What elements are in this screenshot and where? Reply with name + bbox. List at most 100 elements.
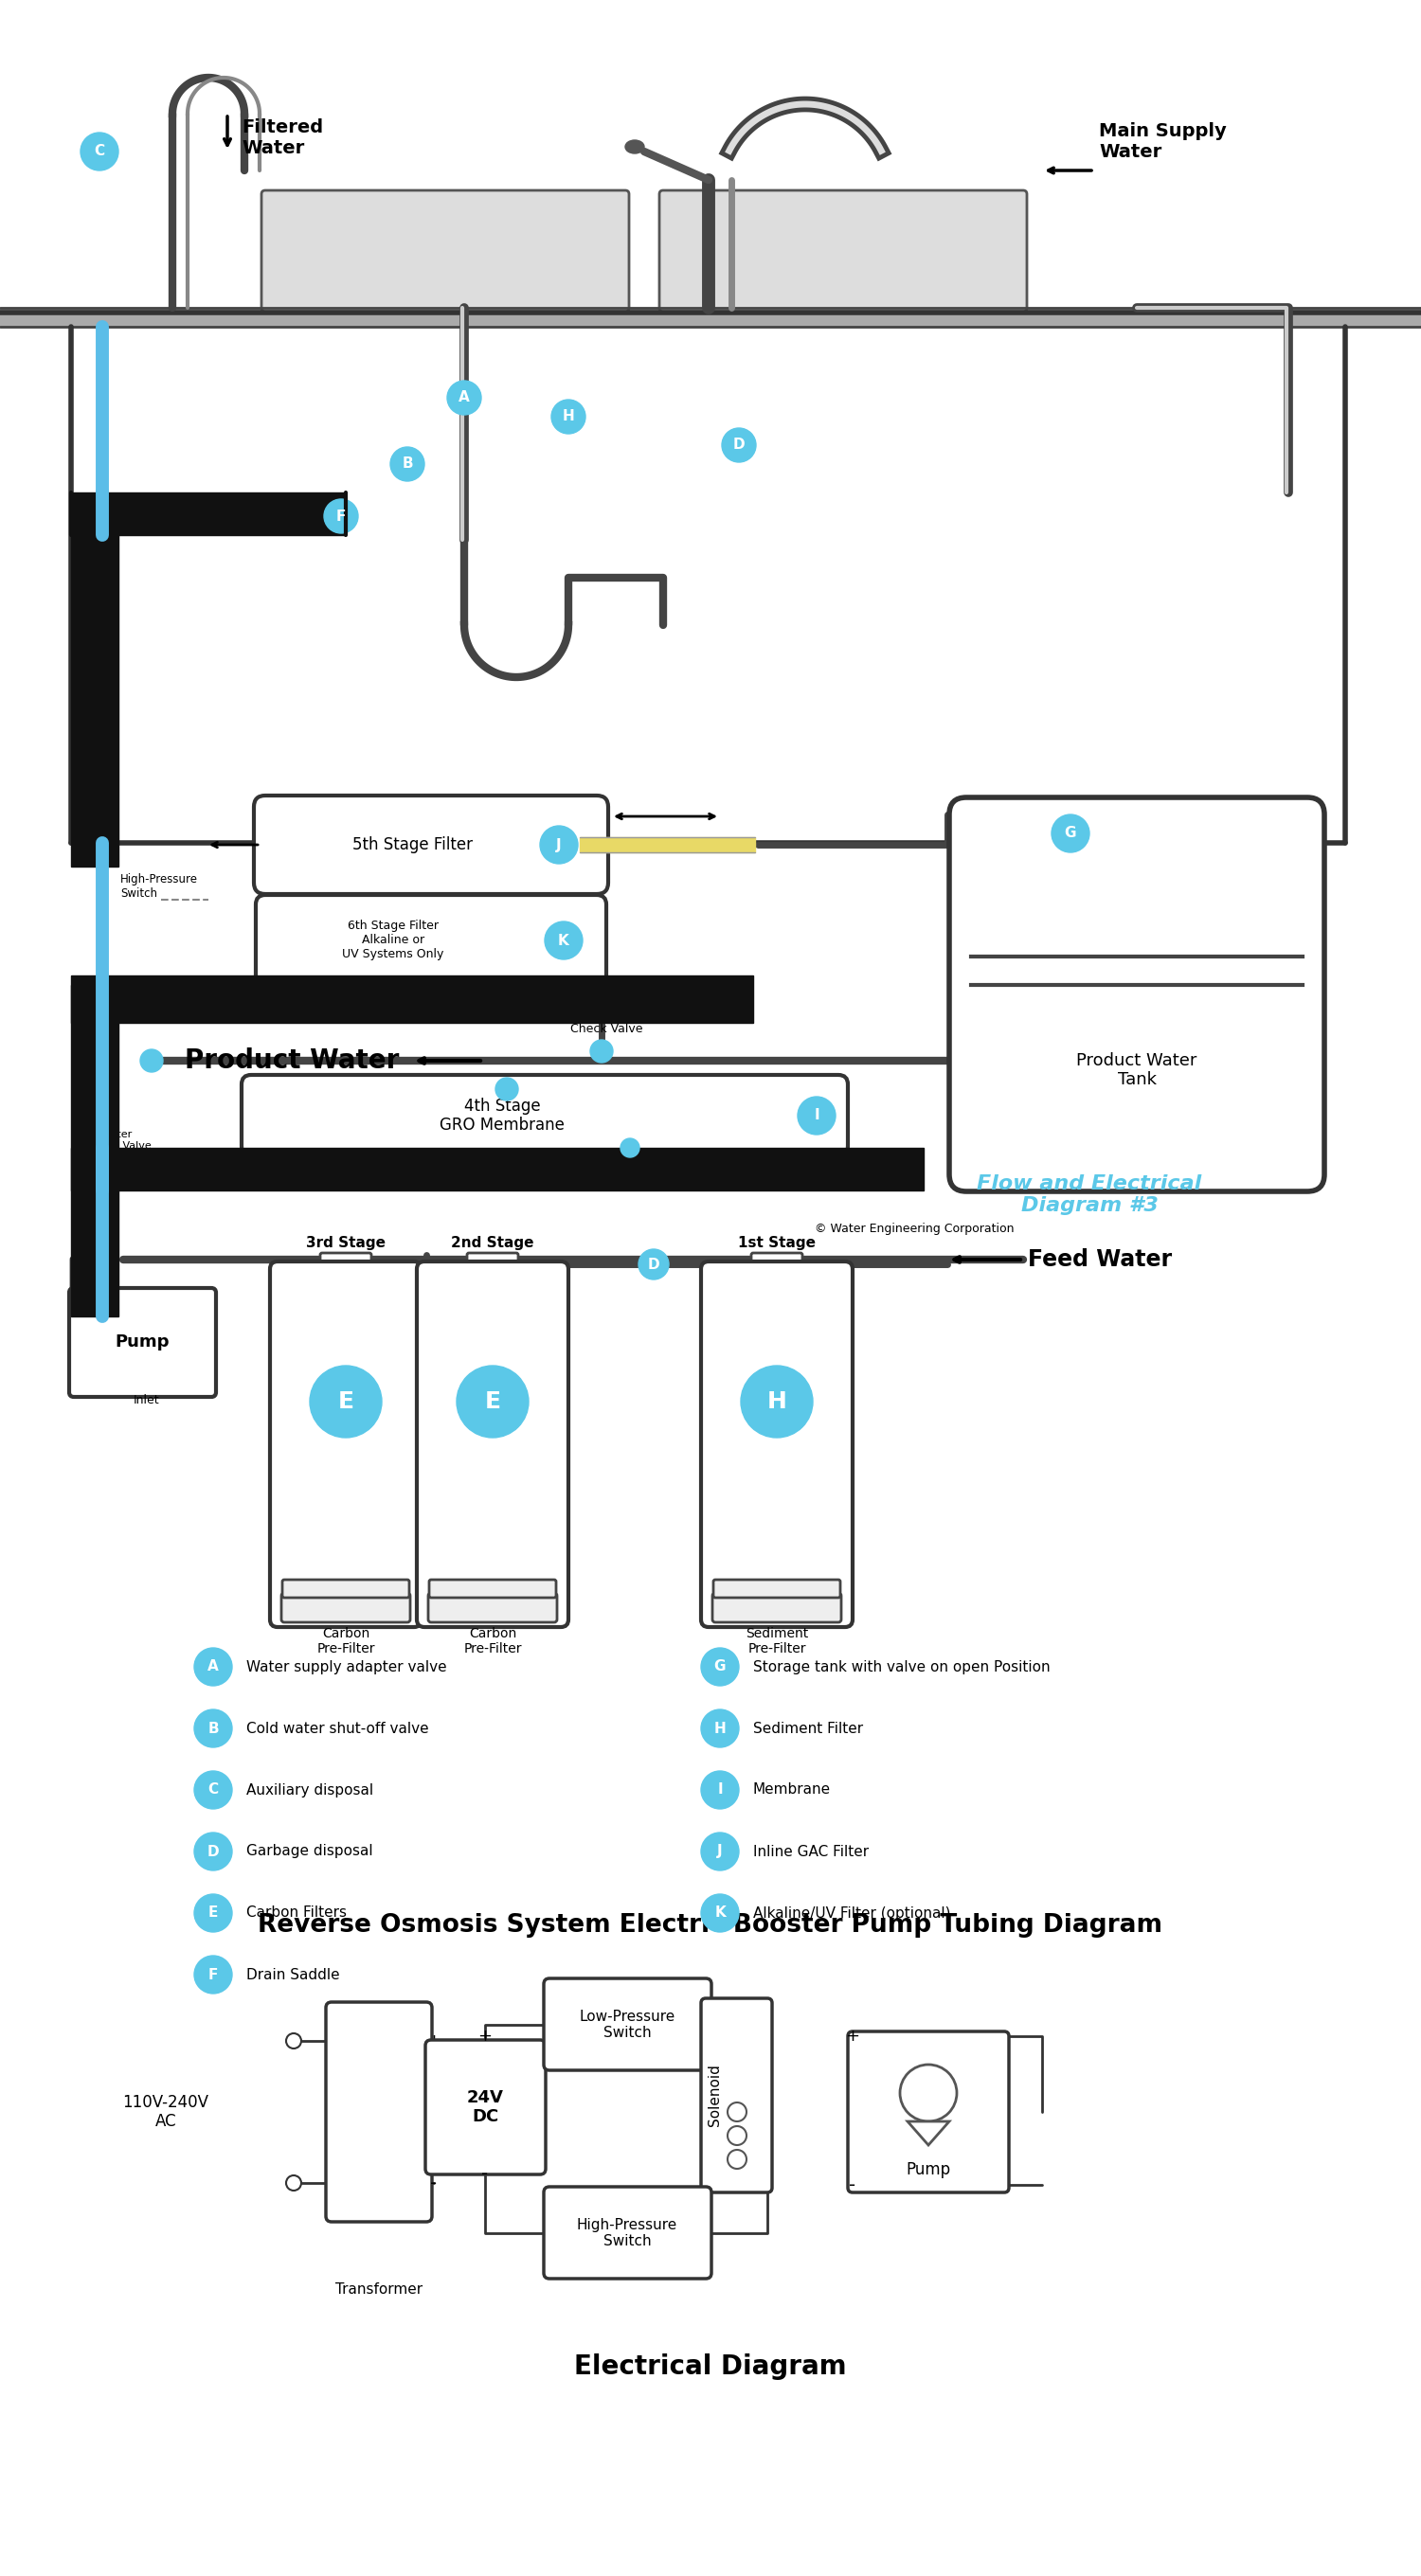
Text: Drain Saddle: Drain Saddle <box>246 1968 340 1981</box>
Ellipse shape <box>286 2032 301 2048</box>
Circle shape <box>286 2174 301 2190</box>
Text: +: + <box>426 2032 441 2050</box>
Text: A: A <box>459 392 470 404</box>
Text: H: H <box>563 410 574 425</box>
FancyBboxPatch shape <box>848 2032 1009 2192</box>
Text: Sediment Filter: Sediment Filter <box>753 1721 863 1736</box>
Text: 6th Stage Filter
Alkaline or
UV Systems Only: 6th Stage Filter Alkaline or UV Systems … <box>342 920 443 961</box>
Text: H: H <box>713 1721 726 1736</box>
FancyBboxPatch shape <box>270 1262 422 1628</box>
Text: Feed Water: Feed Water <box>1027 1249 1172 1270</box>
Text: A: A <box>207 1659 219 1674</box>
Text: Check Valve: Check Valve <box>570 1023 642 1036</box>
Text: -: - <box>431 2174 438 2192</box>
Text: Low-Pressure
Switch: Low-Pressure Switch <box>593 1164 666 1190</box>
FancyBboxPatch shape <box>242 1074 848 1157</box>
Bar <box>580 837 755 853</box>
Text: J: J <box>718 1844 723 1860</box>
Ellipse shape <box>638 1249 669 1280</box>
Text: High-Pressure
Switch: High-Pressure Switch <box>577 2218 678 2249</box>
Text: I: I <box>814 1108 820 1123</box>
Ellipse shape <box>310 1365 382 1437</box>
Text: -: - <box>482 2164 489 2182</box>
Text: Product Water
Tank: Product Water Tank <box>1077 1051 1196 1090</box>
Text: High-Pressure
Switch: High-Pressure Switch <box>121 873 198 899</box>
Ellipse shape <box>448 381 482 415</box>
Text: -: - <box>850 2177 855 2195</box>
Ellipse shape <box>621 1139 639 1157</box>
Polygon shape <box>908 2123 949 2146</box>
Text: B: B <box>207 1721 219 1736</box>
Ellipse shape <box>540 827 578 863</box>
Text: Flow Restrictor: Flow Restrictor <box>463 1110 551 1123</box>
Circle shape <box>728 2125 746 2146</box>
Ellipse shape <box>195 1772 232 1808</box>
FancyBboxPatch shape <box>428 1592 557 1623</box>
Bar <box>71 976 753 1023</box>
Text: Inlet: Inlet <box>134 1394 161 1406</box>
FancyBboxPatch shape <box>425 2040 546 2174</box>
FancyBboxPatch shape <box>71 1257 105 1319</box>
Text: J: J <box>556 837 561 853</box>
Text: Carbon
Pre-Filter: Carbon Pre-Filter <box>317 1628 375 1656</box>
Ellipse shape <box>456 1365 529 1437</box>
FancyBboxPatch shape <box>256 894 607 984</box>
Text: Water supply adapter valve: Water supply adapter valve <box>246 1659 446 1674</box>
Text: 1st Stage: 1st Stage <box>737 1236 816 1249</box>
Text: 24V
DC: 24V DC <box>466 2089 503 2125</box>
FancyBboxPatch shape <box>416 1262 568 1628</box>
FancyBboxPatch shape <box>544 1978 712 2071</box>
Bar <box>71 515 118 866</box>
Text: Pump: Pump <box>907 2161 951 2179</box>
Text: D: D <box>733 438 745 453</box>
Text: Sediment
Pre-Filter: Sediment Pre-Filter <box>746 1628 809 1656</box>
Text: K: K <box>715 1906 726 1919</box>
FancyBboxPatch shape <box>659 191 1027 312</box>
Ellipse shape <box>195 1955 232 1994</box>
Text: 4th Stage
GRO Membrane: 4th Stage GRO Membrane <box>439 1097 564 1133</box>
Text: K: K <box>558 933 570 948</box>
FancyBboxPatch shape <box>283 1579 409 1597</box>
Text: Transformer: Transformer <box>335 2282 422 2298</box>
Text: E: E <box>485 1391 500 1414</box>
FancyBboxPatch shape <box>429 1579 556 1597</box>
Text: Pump: Pump <box>115 1334 169 1350</box>
Ellipse shape <box>141 1048 163 1072</box>
Ellipse shape <box>1052 814 1090 853</box>
Text: F: F <box>209 1968 217 1981</box>
Text: C: C <box>207 1783 219 1798</box>
Text: Flow and Electrical
Diagram #3: Flow and Electrical Diagram #3 <box>978 1175 1202 1216</box>
FancyBboxPatch shape <box>712 1592 841 1623</box>
Text: Main Supply
Water: Main Supply Water <box>1098 124 1226 162</box>
Text: Inline GAC Filter: Inline GAC Filter <box>753 1844 868 1860</box>
Ellipse shape <box>625 139 644 155</box>
Text: 5th Stage Filter: 5th Stage Filter <box>352 837 472 853</box>
FancyBboxPatch shape <box>261 191 630 312</box>
Text: G: G <box>713 1659 726 1674</box>
Text: Cold water shut-off valve: Cold water shut-off valve <box>246 1721 429 1736</box>
Text: Electrical Diagram: Electrical Diagram <box>574 2354 847 2380</box>
FancyBboxPatch shape <box>70 1288 216 1396</box>
Circle shape <box>286 2032 301 2048</box>
Ellipse shape <box>286 2174 301 2190</box>
Ellipse shape <box>195 1710 232 1747</box>
Text: Carbon
Pre-Filter: Carbon Pre-Filter <box>463 1628 522 1656</box>
Text: G: G <box>1064 827 1077 840</box>
Ellipse shape <box>740 1365 813 1437</box>
Text: 110V-240V
AC: 110V-240V AC <box>122 2094 209 2130</box>
Ellipse shape <box>195 1649 232 1685</box>
Text: © Water Engineering Corporation: © Water Engineering Corporation <box>814 1224 1015 1236</box>
Text: D: D <box>207 1844 219 1860</box>
Ellipse shape <box>195 1893 232 1932</box>
Text: Reverse Osmosis System Electric Booster Pump Tubing Diagram: Reverse Osmosis System Electric Booster … <box>259 1914 1162 1937</box>
FancyBboxPatch shape <box>544 2187 712 2280</box>
Text: H: H <box>767 1391 787 1414</box>
Bar <box>0 0 1421 312</box>
Text: B: B <box>402 456 414 471</box>
Text: F: F <box>337 510 345 523</box>
Text: 3rd Stage: 3rd Stage <box>306 1236 385 1249</box>
Ellipse shape <box>701 1893 739 1932</box>
FancyBboxPatch shape <box>752 1252 803 1275</box>
Text: Garbage disposal: Garbage disposal <box>246 1844 372 1860</box>
FancyBboxPatch shape <box>281 1592 411 1623</box>
